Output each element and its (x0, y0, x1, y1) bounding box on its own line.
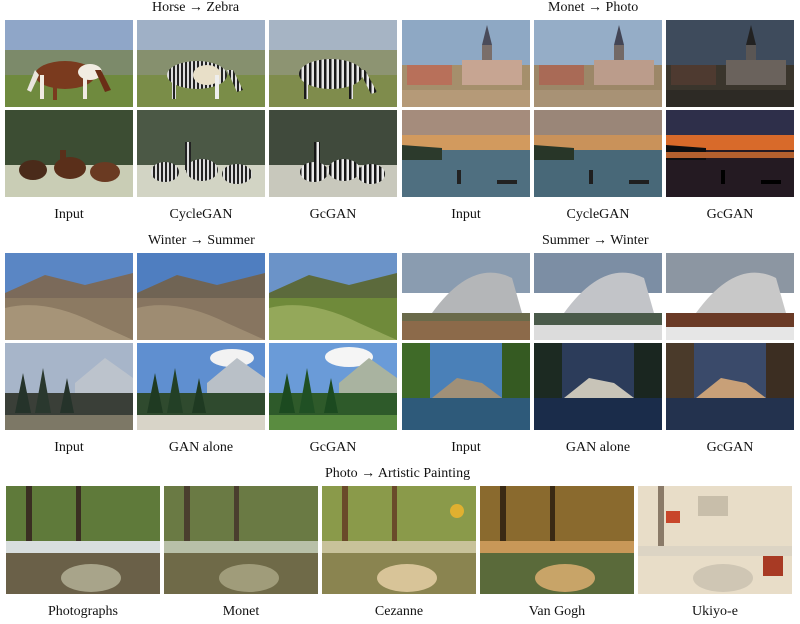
monet-photo-title: Monet → Photo (548, 0, 639, 15)
horse-gcgan-image (269, 20, 397, 107)
village-input-image (402, 20, 530, 107)
herd-cyclegan-image (137, 110, 265, 197)
village-gcgan-image (666, 20, 794, 107)
winter-valley-ganalone-image (137, 253, 265, 340)
caption-sw-ganalone: GAN alone (565, 440, 631, 455)
stream-vangogh-image (480, 486, 634, 594)
caption-sw-gcgan: GcGAN (706, 440, 754, 455)
caption-cezanne: Cezanne (374, 604, 424, 619)
caption-photographs: Photographs (48, 604, 118, 619)
sunset-gcgan-image (666, 110, 794, 197)
winter-valley-input-image (5, 253, 133, 340)
caption-ws-ganalone: GAN alone (168, 440, 234, 455)
winter-forest-input-image (5, 343, 133, 430)
halfdome-ganalone-image (534, 253, 662, 340)
caption-horse-cyclegan: CycleGAN (169, 207, 233, 222)
halfdome-input-image (402, 253, 530, 340)
caption-monet-cyclegan: CycleGAN (566, 207, 630, 222)
stream-monet-image (164, 486, 318, 594)
yosemite-ganalone-image (534, 343, 662, 430)
winter-valley-gcgan-image (269, 253, 397, 340)
winter-forest-gcgan-image (269, 343, 397, 430)
caption-monet: Monet (222, 604, 260, 619)
herd-input-image (5, 110, 133, 197)
stream-ukiyoe-image (638, 486, 792, 594)
yosemite-input-image (402, 343, 530, 430)
caption-monet-input: Input (451, 207, 481, 222)
village-cyclegan-image (534, 20, 662, 107)
halfdome-gcgan-image (666, 253, 794, 340)
caption-sw-input: Input (451, 440, 481, 455)
caption-ws-gcgan: GcGAN (309, 440, 357, 455)
photo-art-title: Photo → Artistic Painting (325, 466, 471, 481)
caption-ukiyoe: Ukiyo-e (692, 604, 738, 619)
caption-vangogh: Van Gogh (528, 604, 586, 619)
caption-monet-gcgan: GcGAN (706, 207, 754, 222)
stream-photograph-image (6, 486, 160, 594)
yosemite-gcgan-image (666, 343, 794, 430)
winter-forest-ganalone-image (137, 343, 265, 430)
horse-zebra-title: Horse → Zebra (152, 0, 240, 15)
caption-ws-input: Input (54, 440, 84, 455)
herd-gcgan-image (269, 110, 397, 197)
horse-cyclegan-image (137, 20, 265, 107)
winter-summer-title: Winter → Summer (148, 233, 255, 248)
caption-horse-input: Input (54, 207, 84, 222)
summer-winter-title: Summer → Winter (542, 233, 649, 248)
sunset-input-image (402, 110, 530, 197)
stream-cezanne-image (322, 486, 476, 594)
horse-input-image (5, 20, 133, 107)
sunset-cyclegan-image (534, 110, 662, 197)
caption-horse-gcgan: GcGAN (309, 207, 357, 222)
